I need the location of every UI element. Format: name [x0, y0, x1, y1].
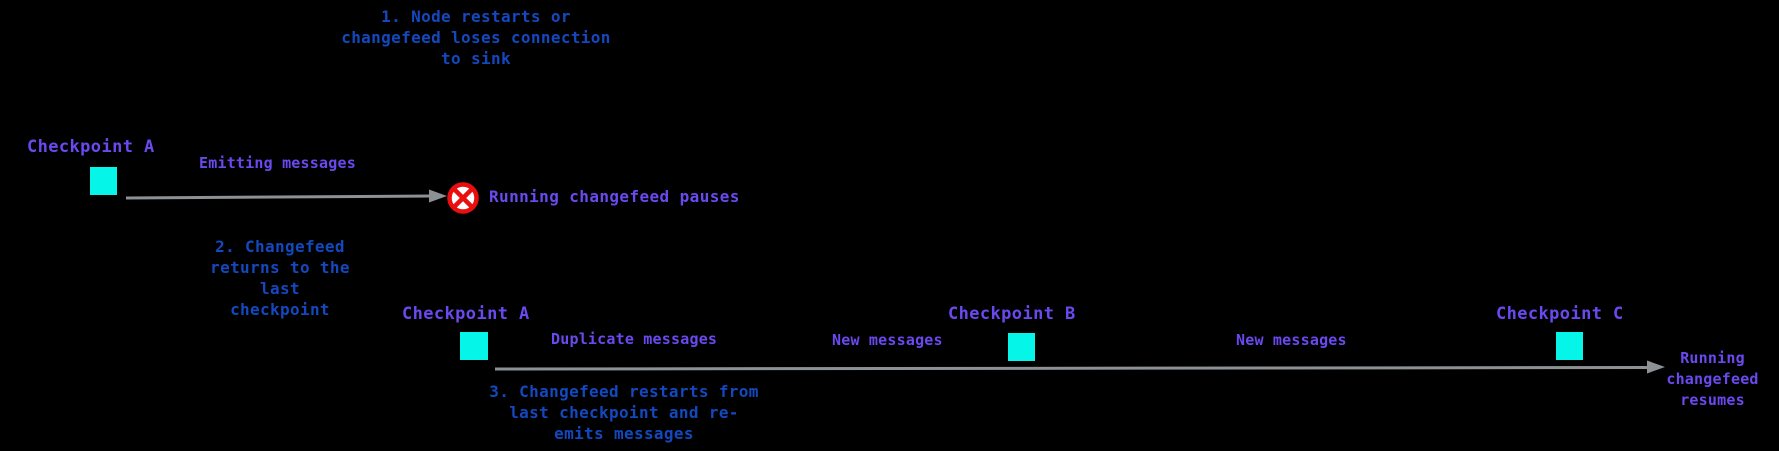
- step-2-line-2: returns to the: [210, 258, 350, 277]
- checkpoint-a-label-row1: Checkpoint A: [27, 137, 155, 157]
- checkpoint-a-marker-row2: [460, 332, 488, 360]
- checkpoint-a-marker-row1: [90, 167, 117, 195]
- resume-line-1: Running: [1680, 349, 1745, 367]
- checkpoint-a-label-row2: Checkpoint A: [402, 304, 530, 324]
- resume-line-3: resumes: [1680, 391, 1745, 409]
- resume-timeline-arrow: [494, 360, 1665, 374]
- step-3-note: 3. Changefeed restarts from last checkpo…: [468, 381, 780, 444]
- resume-line-2: changefeed: [1666, 370, 1759, 388]
- step-1-line-3: to sink: [441, 49, 511, 68]
- checkpoint-b-marker: [1008, 333, 1035, 361]
- emitting-messages-label: Emitting messages: [199, 154, 356, 172]
- running-changefeed-pauses-label: Running changefeed pauses: [489, 187, 740, 206]
- new-messages-label-1: New messages: [832, 331, 943, 349]
- step-1-note: 1. Node restarts or changefeed loses con…: [330, 6, 622, 69]
- step-3-line-3: emits messages: [554, 424, 694, 443]
- running-changefeed-resumes-label: Running changefeed resumes: [1642, 348, 1779, 411]
- checkpoint-c-marker: [1556, 332, 1583, 360]
- checkpoint-b-label: Checkpoint B: [948, 304, 1076, 324]
- step-1-line-2: changefeed loses connection: [341, 28, 611, 47]
- step-2-line-3: last: [260, 279, 300, 298]
- duplicate-messages-label: Duplicate messages: [551, 330, 718, 348]
- emitting-arrow: [125, 189, 447, 203]
- step-2-line-1: 2. Changefeed: [215, 237, 345, 256]
- step-1-line-1: 1. Node restarts or: [381, 7, 571, 26]
- step-3-line-2: last checkpoint and re-: [509, 403, 739, 422]
- cancel-cross-circle-icon: [447, 182, 479, 214]
- step-3-line-1: 3. Changefeed restarts from: [489, 382, 759, 401]
- step-2-note: 2. Changefeed returns to the last checkp…: [172, 236, 388, 320]
- step-2-line-4: checkpoint: [230, 300, 330, 319]
- new-messages-label-2: New messages: [1236, 331, 1347, 349]
- checkpoint-c-label: Checkpoint C: [1496, 304, 1624, 324]
